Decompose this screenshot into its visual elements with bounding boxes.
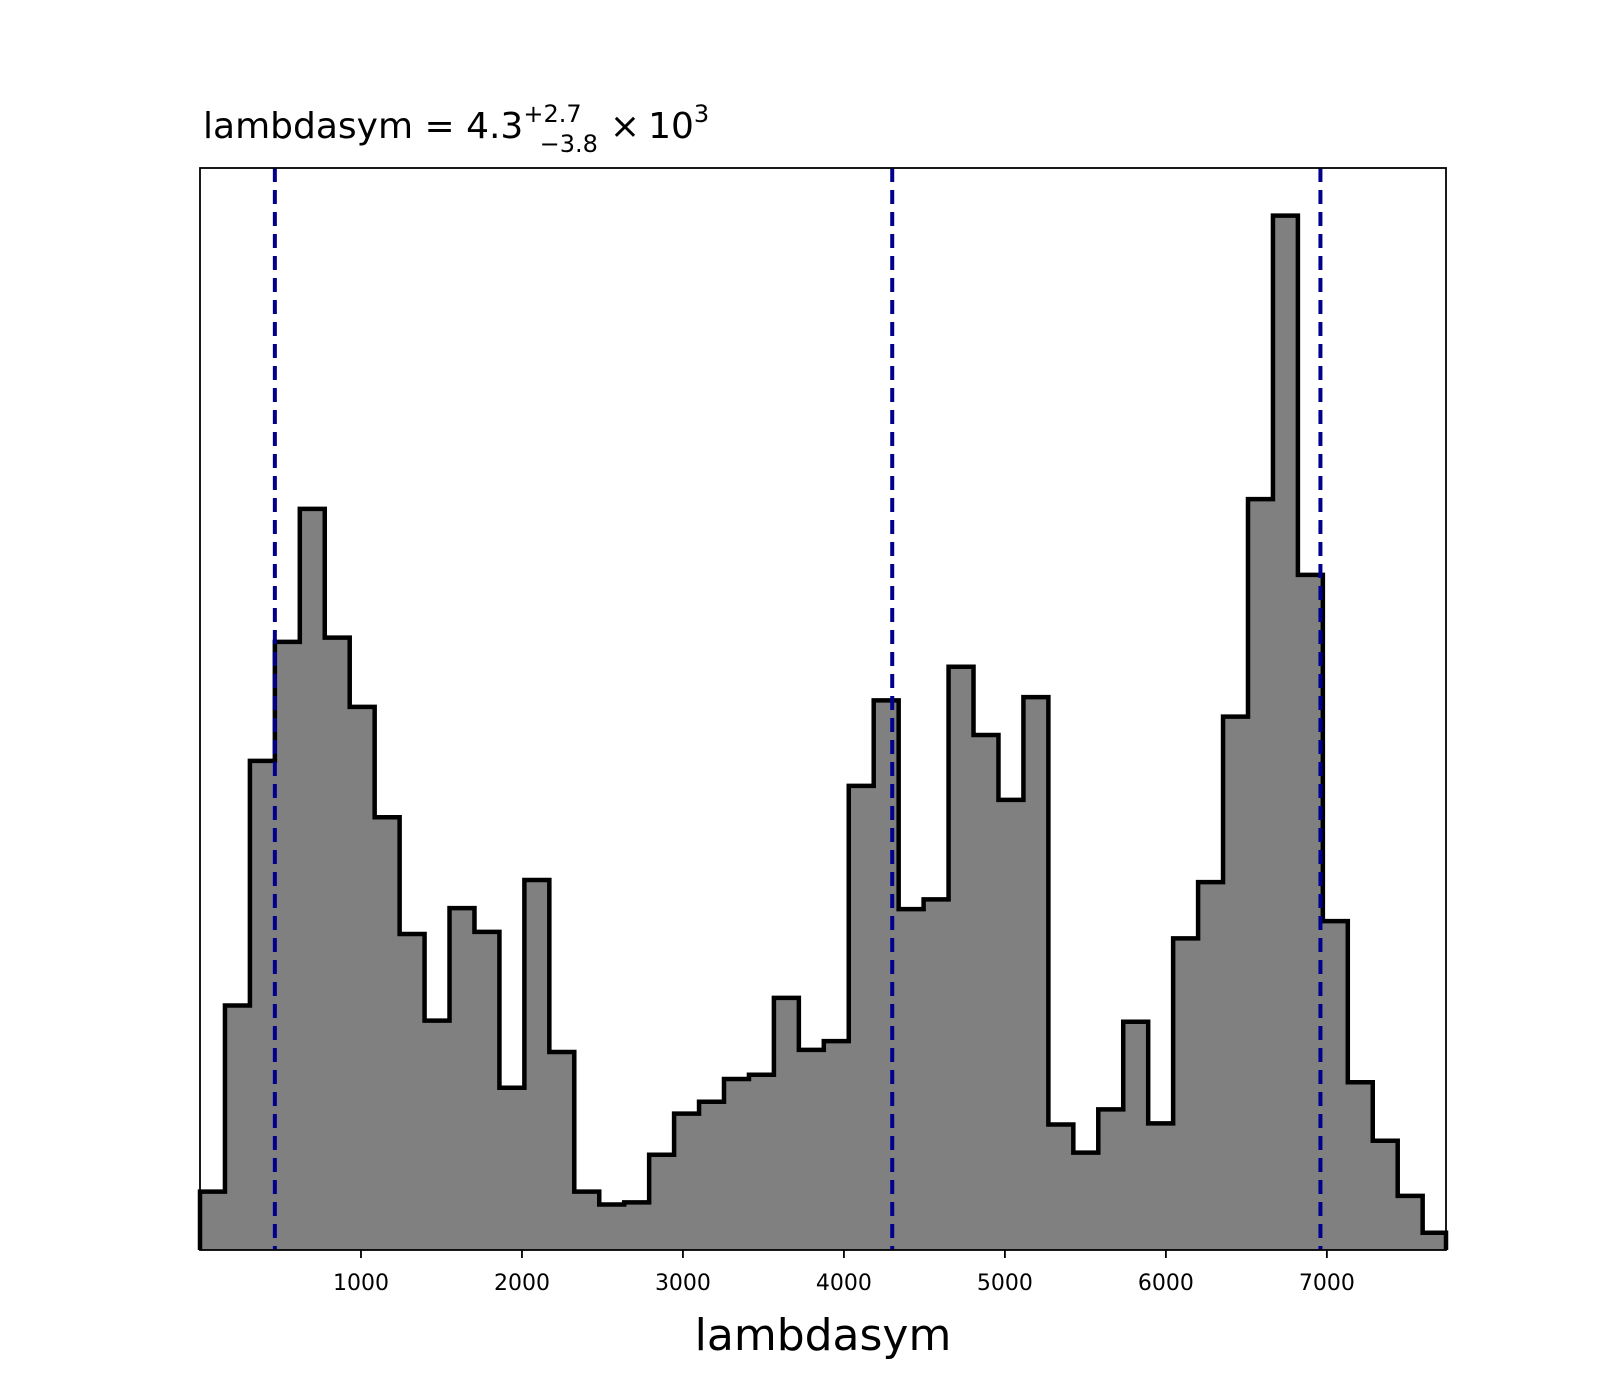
histogram-bar [973,734,999,1250]
x-tick-label: 3000 [655,1271,711,1296]
histogram-bar [424,1020,451,1250]
x-tick-label: 1000 [333,1271,389,1296]
histogram-bar [499,1087,525,1250]
histogram-bar [474,931,500,1250]
histogram-bar [224,1005,251,1250]
histogram-bar [1322,921,1349,1250]
histogram-bar [1123,1021,1149,1250]
histogram-bar [1198,882,1224,1250]
histogram-bar [599,1204,625,1250]
histogram-bar [274,641,301,1250]
histogram-bar [299,508,326,1251]
histogram-bar [399,934,426,1250]
histogram-bar [923,899,950,1250]
histogram-bar [324,637,351,1250]
histogram-bar [998,799,1024,1250]
chart-title: lambdasym = 4.3+2.7 −3.8 × 103 [203,100,709,158]
title-prefix: lambdasym = 4.3 [203,106,523,147]
histogram-bar [674,1113,700,1250]
histogram-bar [1048,1124,1074,1250]
histogram-bar [1173,938,1199,1250]
histogram-bar [873,700,900,1250]
axes-frame [199,167,1447,1251]
histogram-bar [624,1202,650,1250]
title-base: 10 [648,106,694,147]
histogram-bar [823,1041,850,1250]
histogram-bar [1023,697,1049,1250]
histogram-bar [574,1191,600,1250]
histogram-bar [1098,1109,1124,1250]
histogram-bar [1073,1152,1099,1250]
histogram-bar [948,666,975,1250]
histogram-bar [1422,1232,1447,1250]
x-tick-label: 7000 [1299,1271,1355,1296]
histogram-bar [773,997,800,1250]
x-tick-label: 2000 [494,1271,550,1296]
histogram-bar [549,1051,575,1250]
histogram-bar [1247,499,1274,1250]
x-tick-label: 5000 [977,1271,1033,1296]
histogram-bar [748,1074,775,1250]
x-axis-ticks: 1000 2000 3000 4000 5000 6000 7000 [333,1250,1355,1296]
histogram-bar [249,760,276,1250]
histogram-outline [197,213,1449,1250]
histogram-bar [1372,1140,1399,1250]
quantile-lines [272,168,1323,1250]
x-tick-label: 4000 [816,1271,872,1296]
histogram-bar [1272,215,1299,1250]
histogram-bar [374,817,401,1250]
histogram-bar [200,1191,226,1250]
histogram-bar [898,909,925,1250]
histogram-bar [848,785,875,1250]
title-times: × [610,106,640,147]
histogram-bar [1148,1123,1174,1250]
histogram-bar [524,879,550,1250]
x-axis-label: lambdasym [695,1310,952,1361]
histogram-bar [1223,716,1249,1250]
histogram-bar [723,1079,750,1250]
x-tick-label: 6000 [1138,1271,1194,1296]
title-subscript: −3.8 [540,130,598,158]
title-superscript: +2.7 [523,100,581,128]
histogram-bar [798,1049,825,1250]
histogram-bar [449,908,475,1250]
histogram-bar [649,1154,675,1250]
title-exponent: 3 [694,100,709,128]
histogram-bar [1397,1195,1424,1250]
histogram-bar [699,1101,725,1250]
histogram-bar [349,706,376,1250]
histogram-bar [1347,1082,1374,1250]
